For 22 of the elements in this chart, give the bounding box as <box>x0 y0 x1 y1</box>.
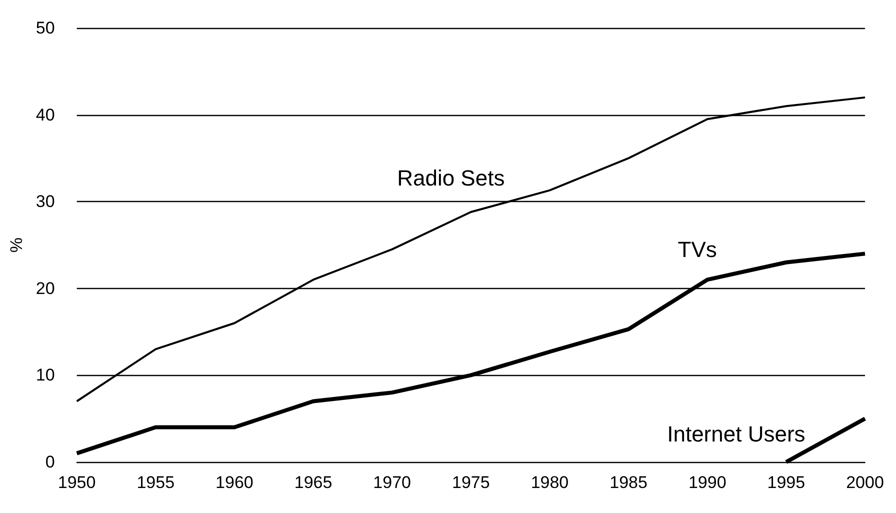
series-label: Internet Users <box>667 422 806 446</box>
x-tick-label: 1960 <box>216 473 254 492</box>
y-tick-label: 0 <box>45 452 55 472</box>
y-tick-label: 40 <box>36 105 55 124</box>
x-tick-label: 1980 <box>530 473 569 492</box>
series-label: TVs <box>678 237 717 262</box>
x-tick-label: 1990 <box>688 473 726 492</box>
y-tick-label: 20 <box>36 278 55 298</box>
y-tick-label: 30 <box>36 192 55 212</box>
x-tick-label: 1955 <box>136 473 175 492</box>
y-axis-title: % <box>7 237 26 253</box>
x-tick-label: 1985 <box>610 473 648 492</box>
line-series <box>76 96 866 402</box>
x-tick-label: 1975 <box>452 473 490 492</box>
x-tick-label: 1950 <box>58 473 96 492</box>
series-label: Radio Sets <box>397 166 505 191</box>
x-tick-label: 1970 <box>373 473 411 492</box>
x-tick-label: 2000 <box>846 473 884 492</box>
x-tick-label: 1965 <box>294 473 332 492</box>
y-tick-label: 10 <box>36 366 55 385</box>
y-tick-label: 50 <box>36 18 55 38</box>
x-tick-label: 1995 <box>767 473 806 492</box>
